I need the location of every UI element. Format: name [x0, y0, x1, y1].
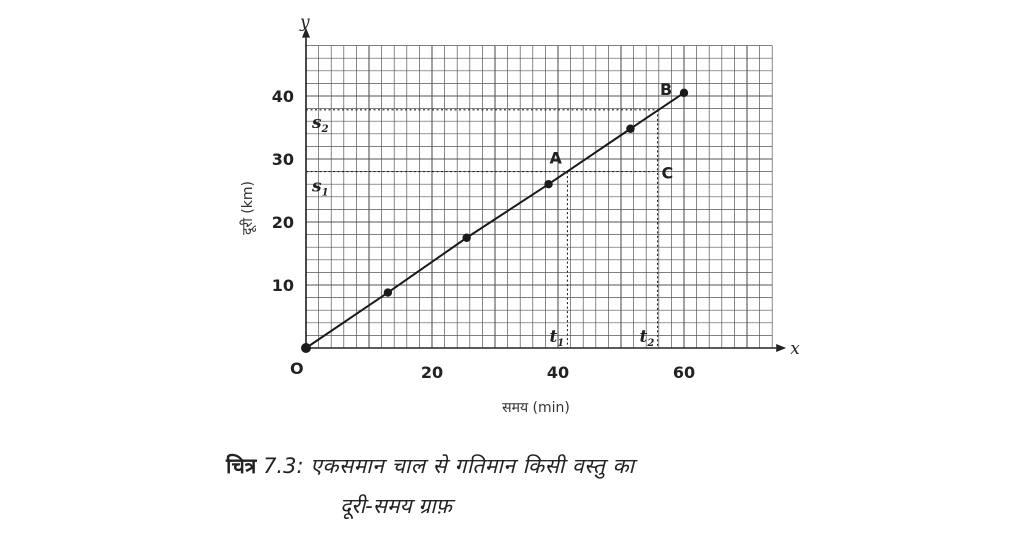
time-marker-t1: t1 — [549, 327, 564, 349]
origin-label: O — [290, 359, 304, 378]
data-point — [301, 343, 311, 353]
tick-labels: 20 40 60 10 20 30 40 — [272, 87, 695, 382]
y-tick-label: 10 — [272, 276, 294, 295]
x-tick-label: 60 — [673, 363, 695, 382]
s2-subscript: 2 — [321, 124, 329, 135]
t1-letter: t — [549, 327, 557, 347]
data-point — [626, 124, 635, 133]
caption-prefix: चित्र — [226, 454, 257, 478]
point-label-a: A — [549, 149, 562, 168]
distance-marker-s1: s1 — [311, 177, 329, 199]
axes — [302, 27, 787, 352]
series-line — [305, 92, 685, 349]
y-tick-label: 20 — [272, 213, 294, 232]
caption-line-2: दूरी-समय ग्राफ़ — [340, 494, 452, 518]
distance-marker-s2: s2 — [311, 113, 329, 135]
x-axis-title: समय (min) — [502, 400, 570, 416]
reference-lines — [306, 109, 659, 348]
caption-line-1: एकसमान चाल से गतिमान किसी वस्तु का — [310, 454, 635, 478]
time-marker-t2: t2 — [640, 327, 655, 349]
y-tick-label: 30 — [272, 150, 294, 169]
t2-letter: t — [640, 327, 648, 347]
y-axis-title: दूरी (km) — [239, 181, 257, 235]
s1-subscript: 1 — [322, 188, 329, 199]
data-point — [383, 288, 393, 297]
x-tick-label: 20 — [421, 363, 443, 382]
t2-subscript: 2 — [646, 338, 654, 349]
x-tick-label: 40 — [547, 363, 569, 382]
x-axis-name: x — [790, 339, 800, 359]
t1-subscript: 1 — [557, 338, 564, 349]
data-series — [301, 88, 689, 353]
s1-letter: s — [311, 177, 322, 197]
s2-letter: s — [311, 113, 322, 133]
point-label-b: B — [660, 80, 672, 99]
figure-caption: चित्र 7.3: एकसमान चाल से गतिमान किसी वस्… — [226, 446, 846, 526]
caption-number: 7.3: — [263, 454, 304, 478]
data-point — [462, 233, 471, 242]
data-point — [679, 88, 689, 98]
y-axis-name: y — [299, 13, 310, 33]
y-tick-label: 40 — [272, 87, 294, 106]
y-axis-arrow — [302, 27, 310, 38]
grid — [305, 45, 773, 349]
x-axis-arrow — [776, 344, 787, 352]
point-label-c: C — [662, 164, 674, 183]
data-point — [544, 180, 553, 189]
